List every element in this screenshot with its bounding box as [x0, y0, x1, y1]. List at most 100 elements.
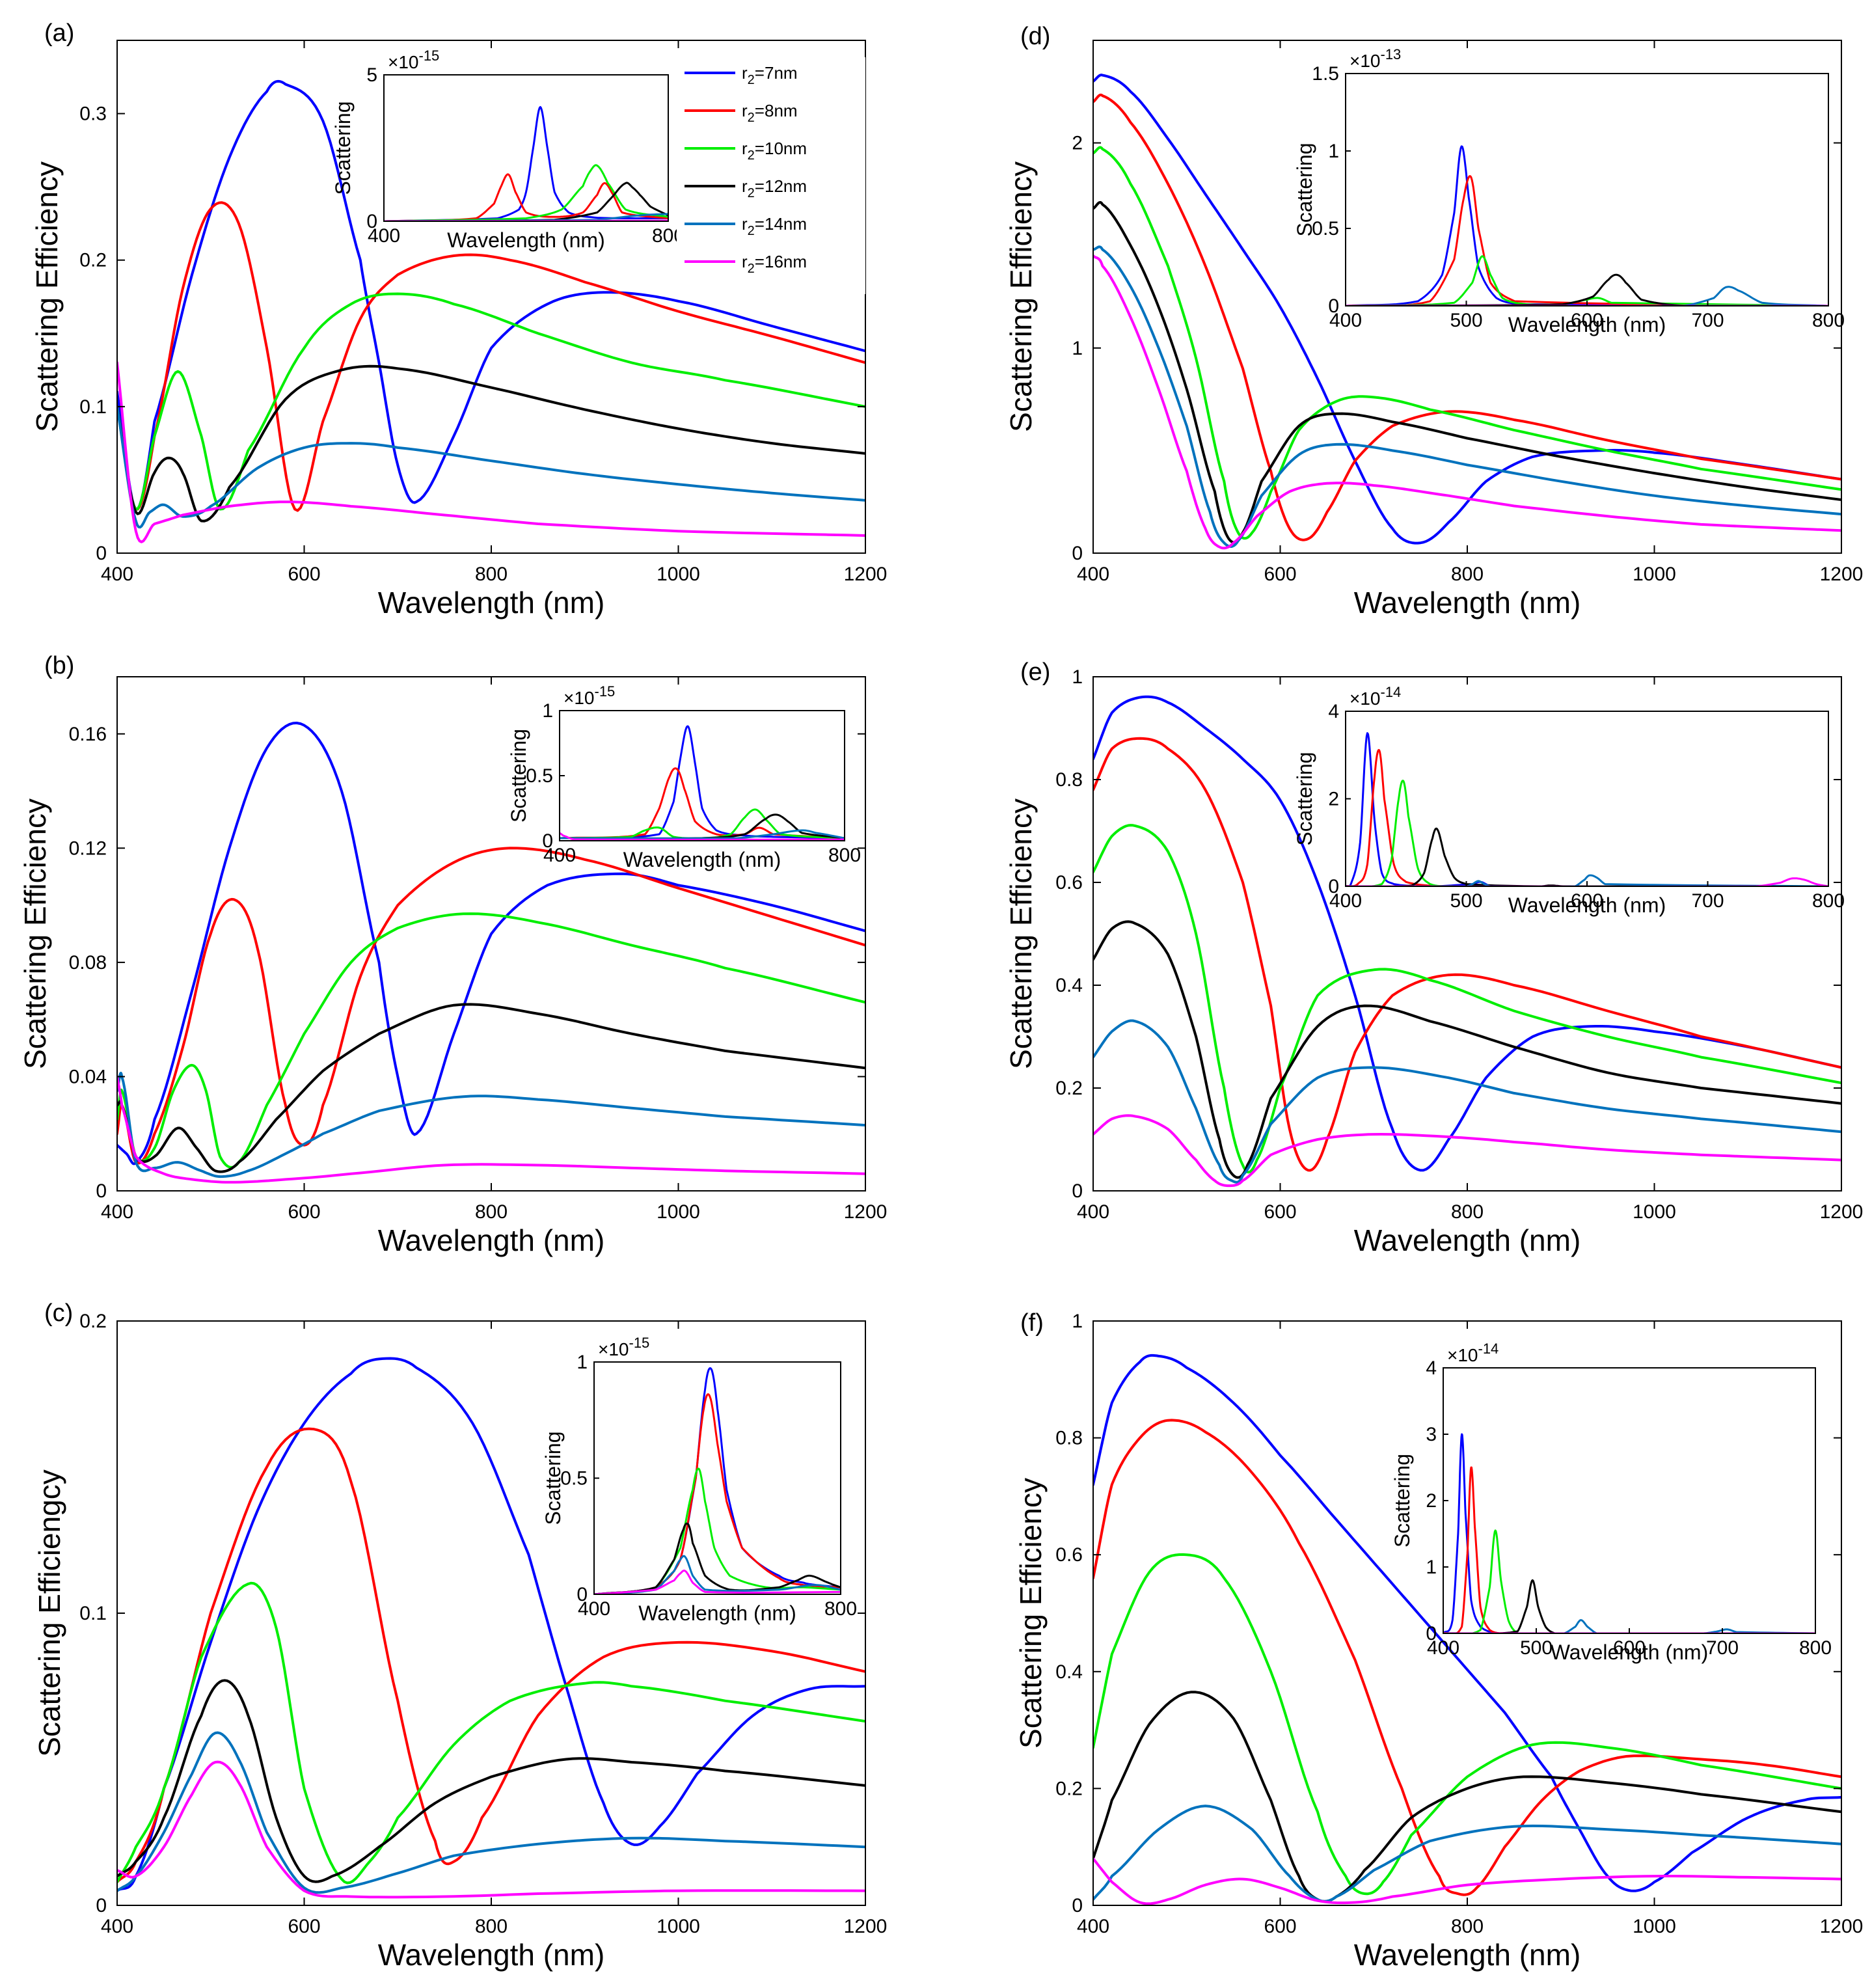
y-tick-label: 0.2 [79, 250, 107, 271]
inset-y-tick-label: 0 [1328, 876, 1339, 897]
x-tick-label: 800 [1451, 564, 1484, 585]
x-tick-label: 800 [475, 564, 508, 585]
inset-y-tick-label: 2 [1426, 1490, 1437, 1512]
legend-prefix: r [742, 101, 748, 120]
exponent-power: -14 [1381, 684, 1402, 700]
inset-x-tick-label: 800 [1812, 890, 1845, 912]
inset-x-tick-label: 700 [1691, 890, 1724, 912]
y-tick-label: 0 [1072, 1895, 1083, 1916]
inset-series-line-r10 [1346, 255, 1828, 306]
legend-item-r10: r2=10nm [685, 139, 807, 163]
inset-x-tick-label: 800 [828, 845, 861, 866]
inset-series-line-r16 [594, 1570, 841, 1594]
x-tick-label: 600 [1264, 1916, 1296, 1937]
series-line-r10 [1093, 146, 1841, 540]
series-line-r16 [117, 361, 865, 543]
y-tick-label: 2 [1072, 133, 1083, 154]
x-tick-label: 1200 [1820, 1916, 1864, 1937]
inset-x-tick-label: 500 [1450, 890, 1482, 912]
panel-0: 400 600 800 1000 1200 0 0.1 0.2 0.3 Wavelength (n… [30, 20, 887, 620]
inset-x-tick-label: 400 [1329, 890, 1362, 912]
inset-series-line-r14 [560, 829, 845, 839]
inset-x-tick-label: 600 [1613, 1637, 1646, 1659]
inset-x-tick-label: 800 [1799, 1637, 1832, 1659]
series-line-r8 [117, 201, 865, 512]
series-line-r16 [1093, 1114, 1841, 1188]
inset-series-line-r10 [384, 164, 668, 221]
panel-1: 400 600 800 1000 1200 0 0.04 0.08 0.12 0.16 Wavele… [18, 652, 887, 1257]
x-tick-label: 600 [1264, 1201, 1296, 1223]
inset-series-line-r14 [1443, 1619, 1815, 1633]
legend-suffix: =7nm [755, 63, 798, 83]
exponent-power: -15 [419, 48, 440, 64]
y-tick-label: 0.2 [1055, 1078, 1083, 1099]
exponent-base: ×10 [598, 1339, 629, 1359]
x-tick-label: 400 [101, 1201, 133, 1223]
legend-label: r2=8nm [742, 101, 798, 125]
y-tick-label: 1 [1072, 666, 1083, 688]
series-line-r14 [1093, 245, 1841, 548]
inset-series-line-r16 [560, 832, 845, 841]
legend-label: r2=14nm [742, 214, 807, 238]
x-tick-label: 400 [1077, 1201, 1109, 1223]
series-line-r10 [1093, 1553, 1841, 1896]
inset-series-line-r12 [384, 182, 668, 221]
x-tick-label: 400 [101, 1916, 133, 1937]
inset-series-line-r12 [1346, 273, 1828, 306]
x-tick-label: 800 [1451, 1916, 1484, 1937]
legend-sub: 2 [748, 224, 755, 238]
inset-y-tick-label: 0 [1328, 295, 1339, 317]
inset-series-line-r8 [1346, 175, 1828, 306]
legend-label: r2=12nm [742, 176, 807, 200]
inset-x-tick-label: 800 [824, 1598, 857, 1620]
inset-series-group [594, 1367, 841, 1594]
inset: 400 500 600 700 800 0 2 4 Wavelength (nm) Scatter… [1293, 684, 1845, 917]
inset-exponent-label: ×10-14 [1447, 1341, 1499, 1365]
inset: 400 800 0 0.5 1 Wavelength (nm) Scattering ×10-… [507, 683, 861, 871]
inset-background [1346, 711, 1828, 886]
inset-y-tick-label: 2 [1328, 789, 1339, 810]
legend-prefix: r [742, 139, 748, 158]
x-tick-label: 1200 [1820, 1201, 1864, 1223]
series-line-r7 [117, 722, 865, 1165]
inset-x-tick-label: 500 [1450, 310, 1482, 331]
inset-x-axis-title: Wavelength (nm) [447, 228, 604, 252]
exponent-power: -14 [1478, 1341, 1499, 1357]
inset-y-tick-label: 0 [542, 830, 553, 852]
legend-item-r16: r2=16nm [685, 252, 807, 276]
x-tick-label: 400 [1077, 564, 1109, 585]
inset-background [594, 1362, 841, 1594]
inset-y-tick-label: 0 [1426, 1623, 1437, 1644]
inset-y-tick-label: 3 [1426, 1424, 1437, 1445]
panel-label: (f) [1020, 1309, 1044, 1337]
y-axis-title: Scattering Efficiency [18, 798, 52, 1069]
inset-series-group [560, 725, 845, 841]
y-tick-label: 0.2 [79, 1311, 107, 1332]
legend-item-r14: r2=14nm [685, 214, 807, 238]
y-tick-label: 0.08 [69, 952, 107, 974]
series-line-r12 [1093, 201, 1841, 544]
x-tick-label: 600 [288, 1916, 320, 1937]
inset-series-line-r14 [1346, 286, 1828, 306]
x-tick-label: 1000 [657, 1916, 700, 1937]
series-line-r14 [117, 1731, 865, 1894]
inset-y-tick-label: 5 [366, 64, 377, 86]
y-tick-label: 0.4 [1055, 975, 1083, 996]
inset-y-axis-title: Scattering [1293, 143, 1316, 236]
series-line-r16 [1093, 254, 1841, 550]
y-tick-label: 0.1 [79, 396, 107, 418]
y-tick-label: 0 [1072, 1180, 1083, 1202]
y-tick-label: 0.04 [69, 1066, 107, 1087]
legend-prefix: r [742, 176, 748, 196]
inset-series-line-r7 [1346, 145, 1828, 306]
inset-y-axis-title: Scattering [331, 101, 355, 195]
y-axis-title: Scattering Efficiency [1004, 161, 1038, 432]
inset-x-axis-title: Wavelength (nm) [1508, 893, 1666, 917]
inset-x-tick-label: 400 [543, 845, 576, 866]
x-tick-label: 1000 [657, 1201, 700, 1223]
inset-exponent-label: ×10-15 [598, 1335, 649, 1359]
inset-y-tick-label: 1 [542, 700, 553, 722]
x-tick-label: 800 [1451, 1201, 1484, 1223]
x-axis-title: Wavelength (nm) [378, 586, 605, 620]
inset-x-tick-label: 400 [578, 1598, 610, 1620]
